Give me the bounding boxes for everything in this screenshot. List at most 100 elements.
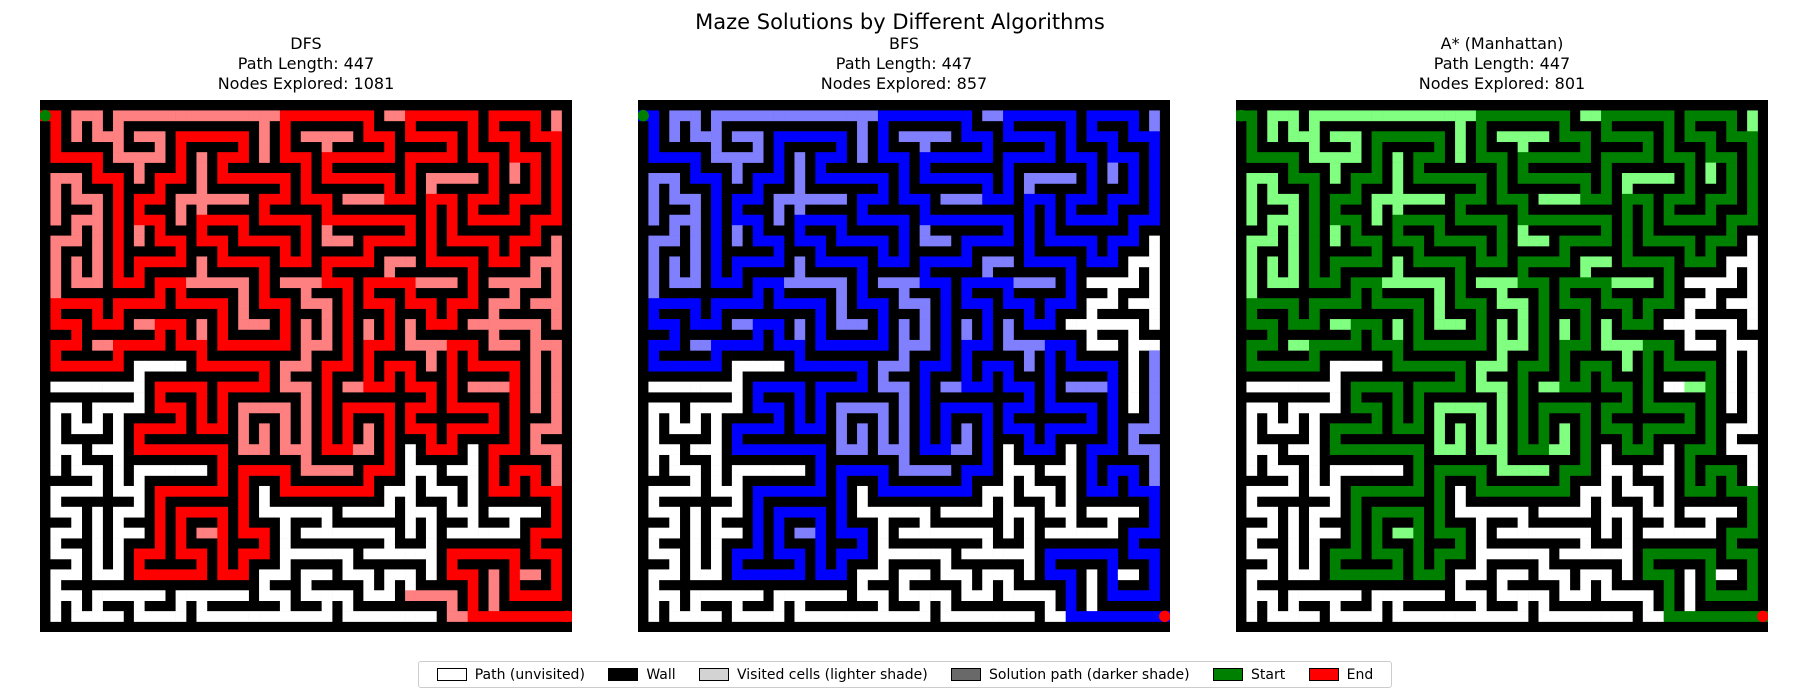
- maze-cell-solution: [1705, 131, 1717, 143]
- maze-cell-solution: [436, 444, 448, 455]
- maze-cell-visited: [669, 225, 681, 236]
- maze-cell-solution: [1034, 319, 1046, 330]
- maze-cell-open: [1044, 496, 1056, 508]
- maze-cell-visited: [1559, 319, 1571, 330]
- maze-cell-visited: [446, 600, 458, 612]
- maze-cell-solution: [1705, 214, 1717, 226]
- maze-cell-solution: [436, 193, 448, 205]
- maze-cell-solution: [488, 235, 500, 247]
- maze-cell-visited: [940, 465, 952, 476]
- maze-cell-solution: [1705, 423, 1717, 435]
- maze-cell-solution: [551, 579, 562, 591]
- maze-cell-solution: [509, 193, 521, 205]
- maze-cell-open: [321, 527, 333, 539]
- maze-cell-solution: [711, 193, 722, 205]
- maze-cell-visited: [363, 193, 375, 205]
- maze-cell-open: [1309, 538, 1320, 549]
- maze-cell-visited: [794, 183, 806, 195]
- maze-cell-open: [1246, 465, 1258, 476]
- maze-cell-solution: [478, 214, 489, 226]
- maze-cell-open: [1611, 465, 1623, 476]
- maze-cell-solution: [509, 465, 521, 476]
- maze-cell-solution: [1642, 308, 1654, 320]
- maze-cell-open: [363, 569, 375, 581]
- maze-cell-open: [123, 485, 135, 497]
- maze-cell-solution: [1361, 485, 1372, 497]
- maze-cell-solution: [1065, 360, 1077, 372]
- maze-cell-solution: [1413, 444, 1425, 455]
- maze-cell-solution: [540, 131, 552, 143]
- maze-cell-solution: [1034, 256, 1046, 268]
- maze-cell-visited: [1496, 465, 1508, 476]
- maze-cell-solution: [321, 214, 333, 226]
- maze-cell-solution: [1559, 214, 1571, 226]
- maze-cell-solution: [1128, 485, 1139, 497]
- maze-cell-open: [50, 496, 62, 508]
- maze-cell-solution: [217, 527, 229, 539]
- maze-cell-open: [1288, 611, 1299, 622]
- maze-cell-solution: [1548, 485, 1560, 497]
- maze-cell-solution: [1538, 214, 1550, 226]
- maze-cell-visited: [1288, 110, 1299, 122]
- maze-cell-solution: [154, 402, 166, 414]
- maze-cell-open: [919, 517, 931, 528]
- maze-cell-solution: [373, 173, 385, 184]
- maze-cell-solution: [1559, 360, 1571, 372]
- maze-cell-open: [898, 611, 910, 622]
- maze-cell-visited: [888, 360, 900, 372]
- maze-cell-solution: [961, 173, 973, 184]
- maze-cell-visited: [186, 193, 197, 205]
- maze-cell-solution: [950, 110, 962, 122]
- maze-cell-open: [1747, 339, 1758, 351]
- maze-cell-solution: [519, 110, 531, 122]
- maze-cell-solution: [773, 235, 785, 247]
- maze-cell-open: [154, 611, 166, 622]
- maze-cell-solution: [1559, 402, 1571, 414]
- maze-cell-solution: [196, 131, 208, 143]
- maze-cell-solution: [217, 214, 229, 226]
- maze-cell-solution: [488, 360, 500, 372]
- maze-cell-solution: [1747, 506, 1758, 518]
- maze-cell-open: [1267, 506, 1279, 518]
- maze-cell-visited: [898, 131, 910, 143]
- maze-cell-solution: [113, 246, 124, 257]
- maze-cell-open: [133, 392, 145, 403]
- maze-cell-visited: [1496, 131, 1508, 143]
- maze-cell-solution: [1382, 548, 1393, 560]
- maze-cell-solution: [857, 193, 868, 205]
- maze-cell-solution: [342, 412, 354, 424]
- maze-cell-open: [1298, 402, 1310, 414]
- maze-cell-open: [742, 590, 754, 601]
- maze-cell-visited: [352, 444, 364, 455]
- maze-cell-open: [1288, 517, 1299, 528]
- maze-cell-solution: [919, 433, 931, 445]
- maze-cell-solution: [1055, 569, 1066, 581]
- maze-cell-visited: [669, 131, 681, 143]
- maze-cell-solution: [446, 548, 458, 560]
- maze-cell-open: [658, 381, 670, 393]
- maze-cell-solution: [721, 277, 733, 289]
- maze-cell-open: [1694, 298, 1706, 309]
- maze-cell-open: [1747, 266, 1758, 278]
- maze-cell-solution: [1653, 235, 1664, 247]
- maze-cell-visited: [425, 277, 437, 289]
- maze-cell-visited: [877, 381, 889, 393]
- maze-cell-open: [1023, 527, 1035, 539]
- maze-cell-solution: [1747, 527, 1758, 539]
- maze-cell-open: [50, 527, 62, 539]
- maze-cell-solution: [165, 235, 176, 247]
- maze-cell-solution: [530, 465, 541, 476]
- maze-cell-open: [217, 590, 229, 601]
- maze-cell-solution: [794, 558, 806, 570]
- maze-cell-open: [731, 360, 743, 372]
- maze-cell-solution: [648, 360, 660, 372]
- maze-cell-open: [363, 611, 375, 622]
- maze-cell-solution: [321, 256, 333, 268]
- maze-cell-solution: [1003, 173, 1014, 184]
- maze-cell-solution: [217, 506, 229, 518]
- maze-cell-visited: [300, 339, 312, 351]
- maze-cell-visited: [227, 193, 239, 205]
- maze-cell-solution: [846, 173, 858, 184]
- maze-cell-visited: [731, 152, 743, 163]
- maze-cell-solution: [71, 298, 83, 309]
